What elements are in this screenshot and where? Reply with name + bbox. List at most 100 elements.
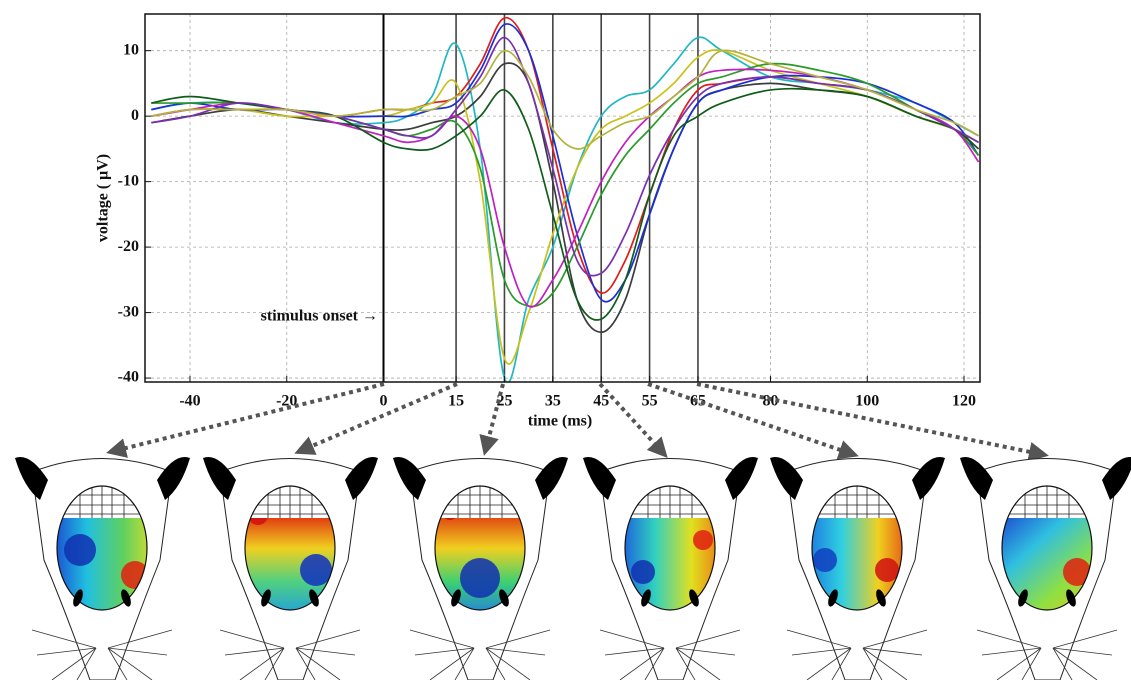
arrow bbox=[479, 383, 505, 456]
whisker bbox=[604, 647, 665, 656]
map-spot bbox=[875, 558, 899, 582]
whisker bbox=[485, 647, 546, 656]
whisker bbox=[51, 647, 97, 681]
x-tick-label: 65 bbox=[690, 393, 706, 410]
whisker bbox=[295, 629, 361, 649]
map-spot bbox=[460, 558, 500, 598]
arrow bbox=[647, 382, 859, 460]
brain-outline bbox=[1001, 485, 1093, 611]
whisker bbox=[831, 647, 852, 681]
ear bbox=[393, 456, 426, 500]
brain-outline bbox=[811, 485, 903, 611]
x-tick-label: 0 bbox=[380, 393, 388, 410]
whisker bbox=[644, 647, 665, 681]
whisker bbox=[786, 629, 852, 649]
time-markers bbox=[382, 14, 699, 382]
whisker bbox=[1052, 647, 1098, 681]
whisker bbox=[76, 647, 97, 681]
trace bbox=[151, 62, 979, 334]
whisker bbox=[996, 647, 1042, 681]
map-spot bbox=[813, 548, 837, 572]
map-spot bbox=[64, 534, 96, 566]
trace bbox=[151, 36, 979, 382]
whisker bbox=[791, 647, 852, 656]
ear bbox=[583, 456, 616, 500]
topographic-maps bbox=[15, 456, 1131, 681]
whisker bbox=[675, 629, 741, 649]
arrow bbox=[106, 382, 385, 458]
arrow bbox=[696, 382, 1049, 462]
y-tick-label: -40 bbox=[118, 369, 139, 386]
x-tick-label: 80 bbox=[763, 393, 779, 410]
whisker bbox=[31, 629, 97, 649]
y-tick-label: 0 bbox=[131, 107, 139, 124]
arrow bbox=[598, 382, 668, 458]
trace bbox=[151, 23, 980, 303]
map-spot bbox=[693, 530, 713, 550]
ear bbox=[535, 456, 568, 500]
ear bbox=[1102, 457, 1131, 500]
y-tick-label: -10 bbox=[118, 172, 139, 189]
x-tick-label: -20 bbox=[276, 393, 297, 410]
whisker bbox=[862, 647, 923, 656]
whisker bbox=[619, 647, 665, 681]
ear bbox=[912, 456, 945, 500]
brain-outline bbox=[244, 485, 336, 611]
arrows bbox=[106, 382, 1049, 462]
whisker bbox=[239, 647, 285, 681]
y-axis-label: voltage ( μV) bbox=[95, 154, 112, 242]
whisker bbox=[107, 647, 168, 656]
eye bbox=[309, 589, 319, 607]
whisker bbox=[429, 647, 475, 681]
head-map bbox=[583, 456, 758, 681]
whisker bbox=[107, 629, 173, 649]
whisker bbox=[107, 647, 128, 681]
x-tick-label: -40 bbox=[179, 393, 200, 410]
whisker bbox=[107, 647, 153, 681]
y-tick-label: 10 bbox=[123, 41, 139, 58]
map-spot bbox=[1063, 558, 1091, 586]
y-tick-label: -20 bbox=[118, 238, 139, 255]
x-axis-label: time (ms) bbox=[528, 413, 592, 430]
traces bbox=[151, 16, 980, 382]
whisker bbox=[454, 647, 475, 681]
whisker bbox=[806, 647, 852, 681]
brain-outline bbox=[434, 485, 526, 611]
whisker bbox=[1052, 647, 1073, 681]
whisker bbox=[862, 647, 883, 681]
ear bbox=[345, 456, 378, 500]
brain-outline bbox=[624, 485, 716, 611]
y-tick-label: -30 bbox=[118, 303, 139, 320]
whisker bbox=[675, 647, 736, 656]
x-tick-label: 45 bbox=[593, 393, 609, 410]
trace bbox=[151, 87, 980, 321]
x-tick-label: 55 bbox=[642, 393, 658, 410]
whisker bbox=[1052, 647, 1113, 656]
whisker bbox=[675, 647, 696, 681]
trace bbox=[151, 49, 979, 150]
whisker bbox=[485, 647, 531, 681]
whisker bbox=[295, 647, 356, 656]
plot-frame bbox=[144, 13, 981, 383]
eye bbox=[876, 589, 886, 607]
ticks: -40 -30 -20 -10 0 10 -40 -20 0 15 25 35 45 55 65 80 100 1… bbox=[118, 41, 976, 409]
eye bbox=[828, 589, 838, 607]
eye bbox=[689, 589, 699, 607]
whisker bbox=[414, 647, 475, 656]
head-map bbox=[15, 456, 190, 681]
map-spot bbox=[300, 554, 332, 586]
whisker bbox=[219, 629, 285, 649]
arrow bbox=[294, 382, 458, 455]
whisker bbox=[862, 647, 908, 681]
annotation: stimulus onset → bbox=[261, 308, 378, 325]
x-tick-label: 25 bbox=[496, 393, 512, 410]
whisker bbox=[1021, 647, 1042, 681]
x-tick-label: 35 bbox=[545, 393, 561, 410]
whisker bbox=[1052, 629, 1118, 649]
eye bbox=[1066, 589, 1076, 607]
ear bbox=[15, 456, 48, 500]
whisker bbox=[675, 647, 721, 681]
head-map bbox=[960, 456, 1131, 681]
eye bbox=[121, 589, 131, 607]
